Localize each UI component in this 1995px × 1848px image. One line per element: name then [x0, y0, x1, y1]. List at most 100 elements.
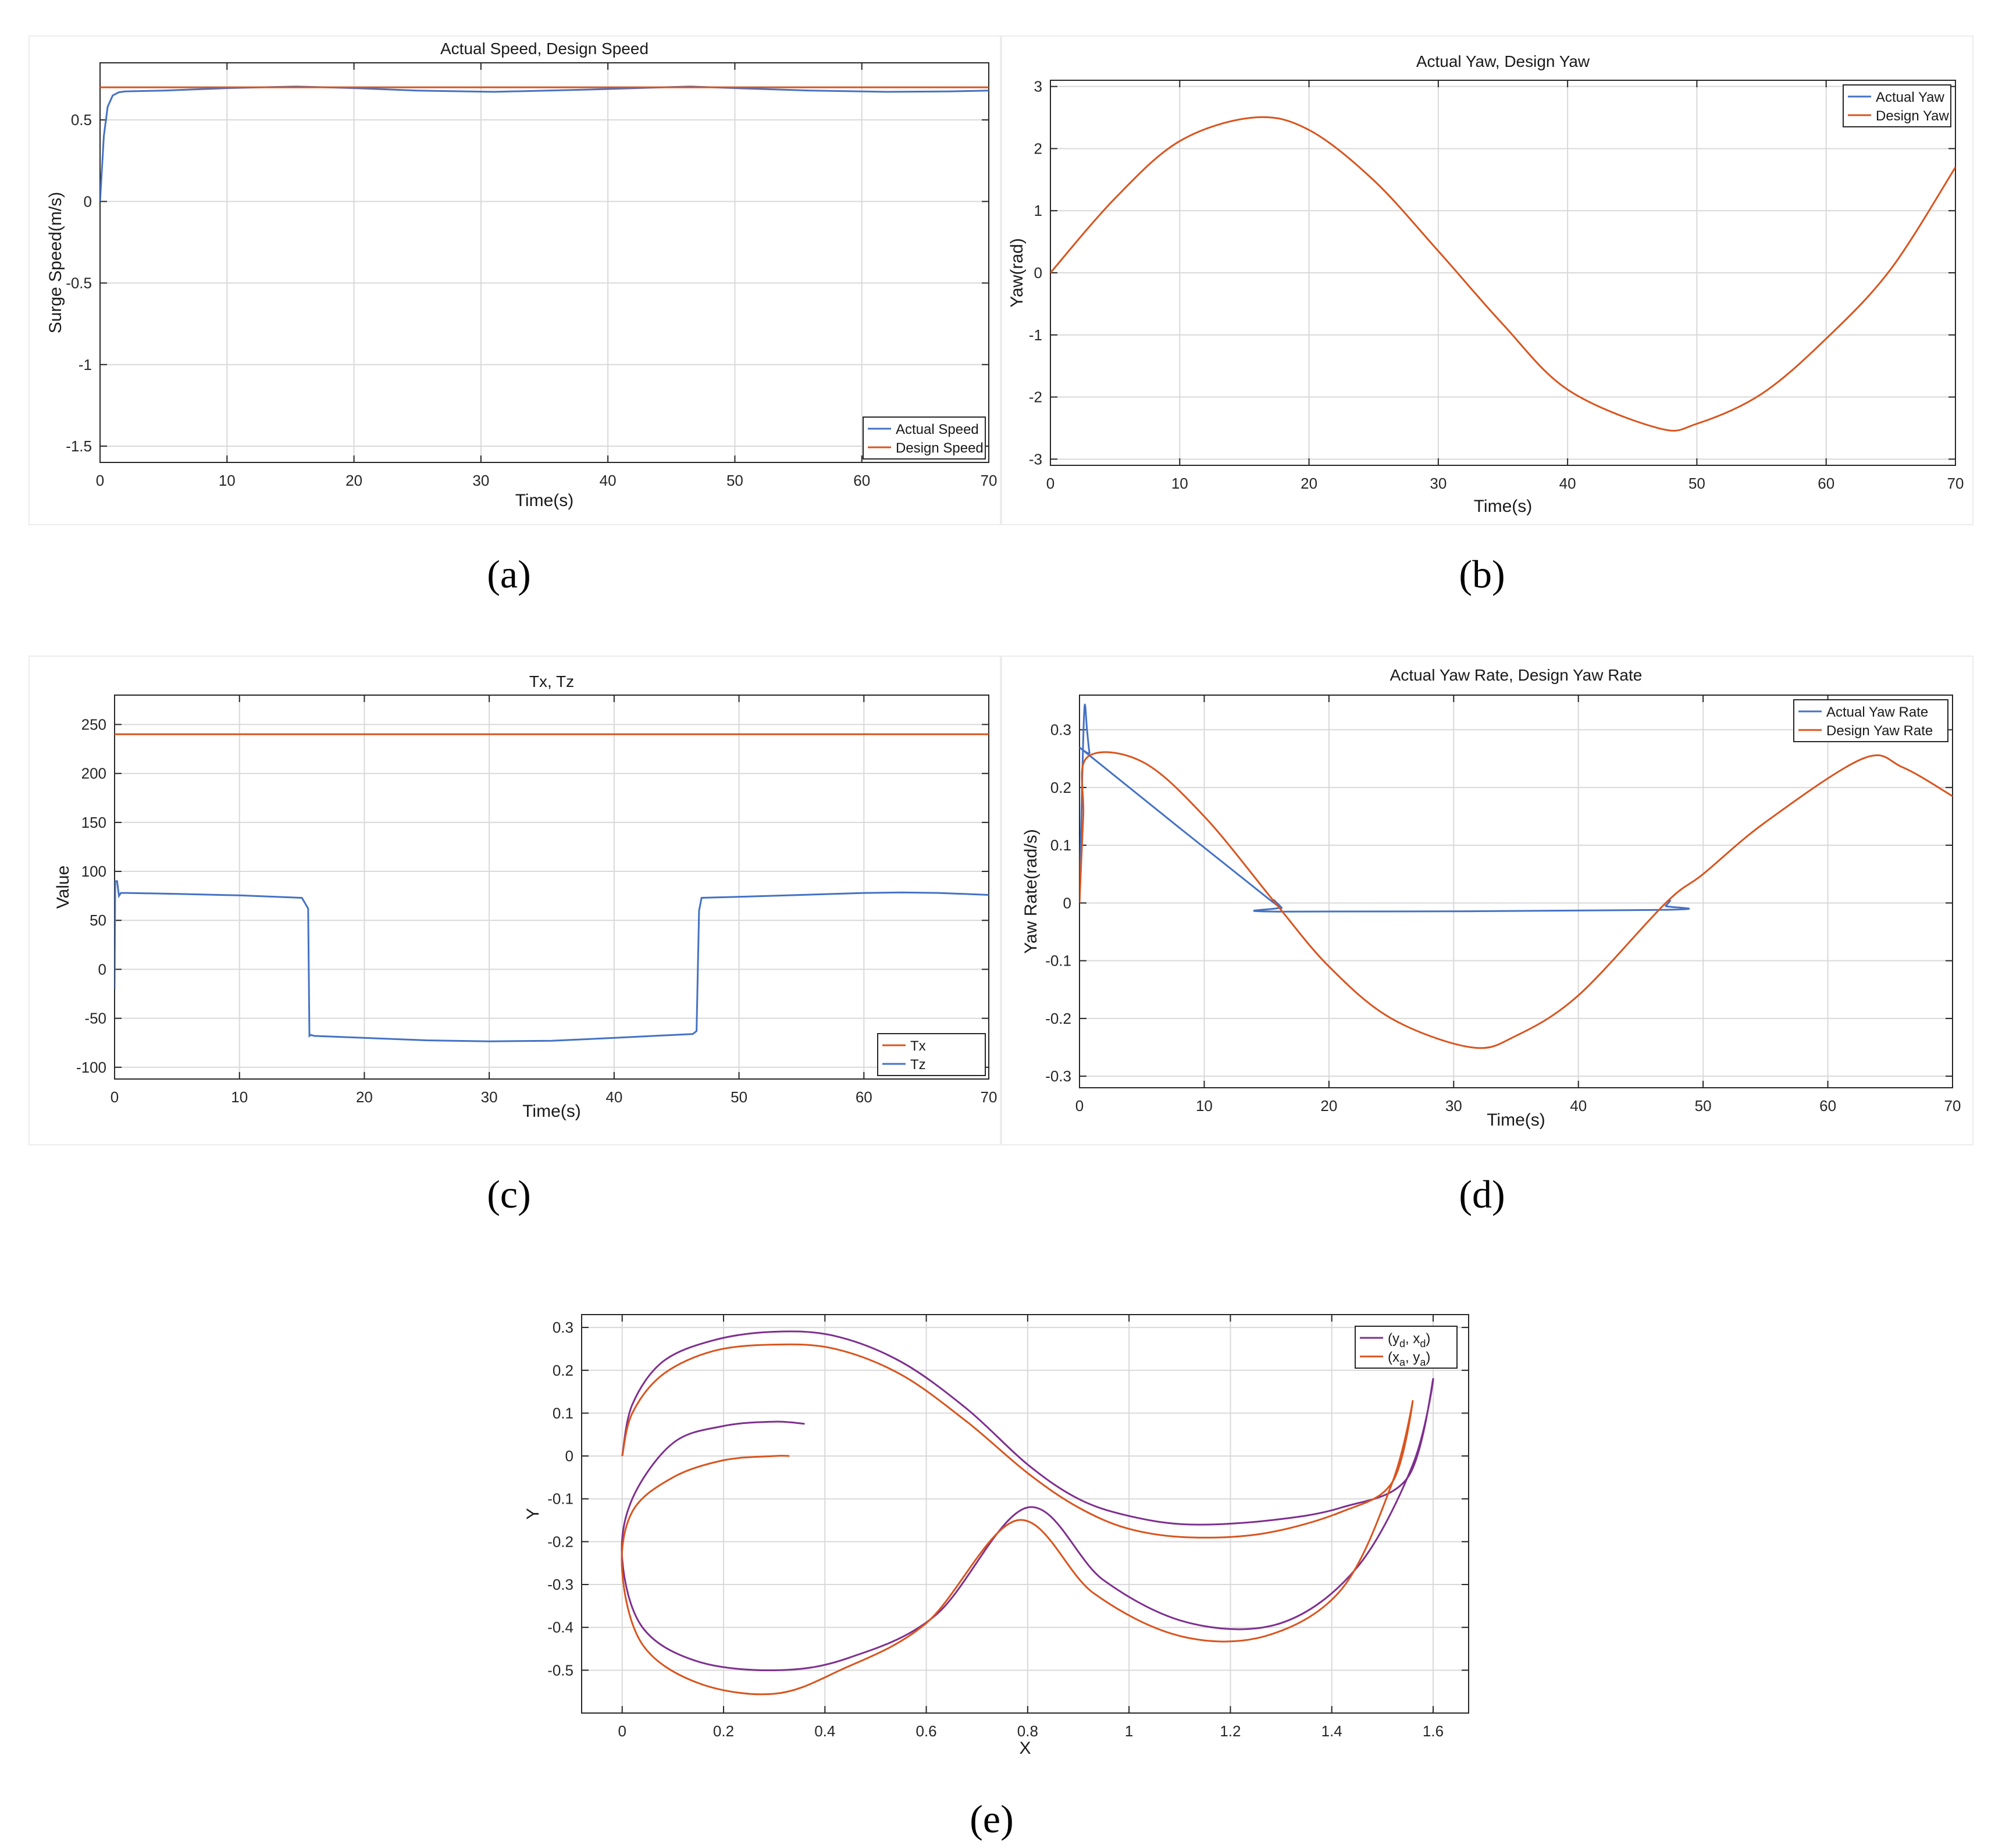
plot-area [582, 1315, 1469, 1713]
x-tick-label: 1 [1125, 1722, 1133, 1740]
y-tick-label: 0 [565, 1447, 573, 1465]
y-tick-label: -0.2 [547, 1533, 573, 1550]
legend-box [877, 1033, 986, 1076]
x-tick-label: 0.2 [713, 1722, 734, 1740]
legend-label: Tx [910, 1038, 926, 1054]
y-axis-label: Yaw Rate(rad/s) [1021, 829, 1041, 954]
series-line-1 [621, 1343, 1414, 1696]
y-tick-label: 0.3 [1050, 721, 1071, 739]
y-tick-label: 2 [1034, 140, 1042, 157]
chart-actual-speed: 0 10 20 30 40 50 60 70 -1.5 -1 -0.5 0 0.5 Actual Spee… [46, 40, 997, 510]
y-tick-label: 0 [1063, 894, 1071, 911]
legend: Actual Speed Design Speed [863, 416, 986, 460]
x-tick-label: 10 [219, 472, 236, 489]
x-tick-label: 0 [1046, 475, 1054, 492]
y-tick-label: -0.1 [547, 1490, 573, 1508]
x-tick-label: 30 [472, 472, 489, 489]
x-axis-label: Time(s) [1487, 1110, 1545, 1130]
y-tick-label: 0 [98, 960, 106, 978]
y-tick-label: 0 [1034, 264, 1042, 282]
y-tick-label: 250 [81, 716, 106, 733]
chart-title: Actual Yaw, Design Yaw [1416, 52, 1590, 70]
y-tick-label: -0.3 [1045, 1067, 1071, 1085]
chart-trajectory: 0 0.2 0.4 0.6 0.8 1 1.2 1.4 1.6 -0.5 -0.4 -0.3 -0.2 -… [523, 1314, 1469, 1758]
series-line-1 [115, 880, 989, 1042]
x-tick-label: 70 [981, 1088, 998, 1106]
caption-d: (d) [1459, 1172, 1505, 1216]
y-axis-label: Surge Speed(m/s) [46, 192, 65, 333]
x-tick-label: 1.2 [1220, 1722, 1241, 1740]
y-axis-label: Y [523, 1508, 543, 1519]
x-tick-label: 1.6 [1423, 1722, 1444, 1740]
x-tick-label: 20 [356, 1088, 373, 1106]
x-axis-label: Time(s) [522, 1102, 581, 1121]
x-tick-label: 0 [1075, 1097, 1084, 1115]
x-tick-label: 50 [726, 472, 743, 489]
x-tick-label: 10 [231, 1088, 248, 1106]
x-tick-label: 1.4 [1321, 1722, 1342, 1740]
series-line-1 [1050, 116, 1955, 432]
y-tick-label: 0.3 [553, 1319, 573, 1336]
plot-area [1080, 695, 1953, 1088]
y-tick-label: 100 [81, 863, 106, 880]
x-tick-label: 50 [1695, 1097, 1712, 1115]
chart-yaw-rate: 0 10 20 30 40 50 60 70 -0.3 -0.2 -0.1 0 0.1 0.2 0.3 Act… [1021, 666, 1961, 1130]
x-tick-label: 0 [111, 1088, 119, 1106]
x-tick-label: 60 [1819, 1097, 1836, 1115]
caption-a: (a) [487, 552, 530, 596]
y-tick-label: 50 [90, 911, 106, 929]
x-tick-label: 60 [1818, 475, 1834, 492]
legend-label: Design Speed [896, 440, 984, 456]
series-line-1 [1080, 751, 1953, 1049]
legend-label: Actual Yaw Rate [1826, 704, 1928, 720]
y-axis-label: Yaw(rad) [1007, 238, 1027, 307]
y-tick-label: -3 [1029, 450, 1042, 468]
y-tick-label: 1 [1034, 202, 1042, 219]
legend: Actual Yaw Design Yaw [1843, 84, 1951, 127]
x-tick-label: 30 [481, 1088, 498, 1106]
series-line-0 [1080, 703, 1690, 913]
chart-tx-tz: 0 10 20 30 40 50 60 70 -100 -50 0 50 100 150 200 250 Tx,… [54, 672, 997, 1121]
y-tick-label: 0.2 [553, 1362, 573, 1379]
x-tick-label: 20 [1301, 475, 1317, 492]
y-axis-label: Value [54, 866, 73, 909]
y-tick-label: 200 [81, 765, 106, 782]
chart-actual-yaw: 0 10 20 30 40 50 60 70 -3 -2 -1 0 1 2 3 Actual Yaw, Des… [1007, 52, 1964, 516]
x-tick-label: 40 [600, 472, 617, 489]
y-tick-label: 0.5 [71, 111, 92, 129]
y-tick-label: 0.1 [553, 1404, 573, 1422]
legend-label: Tz [910, 1057, 926, 1073]
legend-box [863, 416, 986, 460]
y-tick-label: 0.1 [1050, 836, 1071, 854]
caption-b: (b) [1459, 552, 1505, 596]
x-tick-label: 60 [856, 1088, 872, 1106]
legend-box [1355, 1326, 1458, 1369]
x-axis-label: Time(s) [515, 491, 574, 510]
series-line-0 [621, 1330, 1434, 1672]
x-axis-label: X [1019, 1739, 1031, 1758]
y-tick-label: 0.2 [1050, 779, 1071, 796]
chart-title: Actual Speed, Design Speed [440, 40, 649, 58]
x-tick-label: 70 [981, 472, 998, 489]
x-tick-label: 10 [1171, 475, 1188, 492]
axes-box [99, 62, 989, 463]
y-tick-label: -50 [84, 1010, 106, 1027]
legend-label: Design Yaw [1876, 108, 1950, 124]
x-tick-label: 60 [853, 472, 870, 489]
legend: (yd, xd)(xa, ya) [1355, 1326, 1458, 1369]
x-tick-label: 20 [1320, 1097, 1337, 1115]
x-tick-label: 0.6 [915, 1722, 936, 1740]
y-tick-label: -2 [1029, 389, 1042, 406]
legend-label: Actual Speed [896, 422, 979, 437]
caption-e: (e) [970, 1797, 1013, 1841]
axes-box [581, 1314, 1469, 1714]
y-tick-label: -0.5 [547, 1661, 573, 1679]
x-tick-label: 20 [345, 472, 362, 489]
y-tick-label: -1.5 [66, 437, 92, 455]
x-tick-label: 50 [1688, 475, 1705, 492]
y-tick-label: -1 [1029, 326, 1042, 344]
x-tick-label: 50 [731, 1088, 747, 1106]
y-tick-label: -0.1 [1045, 952, 1071, 970]
legend-label: Actual Yaw [1876, 90, 1945, 105]
